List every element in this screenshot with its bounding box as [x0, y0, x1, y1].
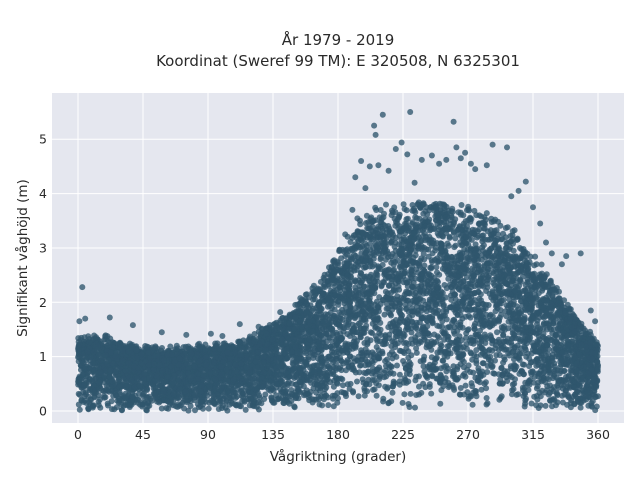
data-point — [424, 308, 430, 314]
data-point — [459, 202, 465, 208]
data-point — [451, 385, 457, 391]
data-point — [497, 352, 503, 358]
data-point — [362, 231, 368, 237]
data-point — [378, 332, 384, 338]
data-point — [412, 405, 418, 411]
data-point — [549, 403, 555, 409]
data-point — [428, 391, 434, 397]
data-point — [457, 392, 463, 398]
data-point — [343, 367, 349, 373]
data-point — [503, 251, 509, 257]
data-point — [391, 339, 397, 345]
data-point — [317, 402, 323, 408]
chart-title-line2: Koordinat (Sweref 99 TM): E 320508, N 63… — [156, 52, 520, 70]
data-point — [481, 360, 487, 366]
data-point — [456, 287, 462, 293]
data-point — [321, 391, 327, 397]
data-point — [357, 363, 363, 369]
data-point — [374, 336, 380, 342]
data-point — [243, 407, 249, 413]
data-point — [501, 371, 507, 377]
data-point — [256, 407, 262, 413]
data-point — [458, 361, 464, 367]
data-point — [561, 368, 567, 374]
data-point — [370, 387, 376, 393]
data-point — [546, 392, 552, 398]
data-point — [354, 215, 360, 221]
data-point — [400, 400, 406, 406]
data-point — [510, 382, 516, 388]
data-point — [119, 407, 125, 413]
data-point — [77, 407, 83, 413]
data-point — [500, 380, 506, 386]
data-point — [357, 221, 363, 227]
data-point — [331, 403, 337, 409]
data-point — [505, 224, 511, 230]
data-point — [159, 406, 165, 412]
data-point — [374, 393, 380, 399]
data-point — [383, 289, 389, 295]
data-point — [554, 331, 560, 337]
data-point — [472, 326, 478, 332]
data-point — [330, 393, 336, 399]
data-point — [509, 374, 515, 380]
data-point — [445, 380, 451, 386]
data-point — [366, 377, 372, 383]
data-point — [325, 402, 331, 408]
data-point — [500, 231, 506, 237]
data-point — [400, 358, 406, 364]
data-point — [508, 238, 514, 244]
data-point — [111, 406, 117, 412]
data-point — [450, 209, 456, 215]
data-point — [495, 236, 501, 242]
data-point — [408, 391, 414, 397]
data-point — [484, 395, 490, 401]
data-point — [466, 313, 472, 319]
data-point — [515, 391, 521, 397]
data-point — [473, 360, 479, 366]
data-point — [492, 345, 498, 351]
data-point — [461, 262, 467, 268]
data-point — [467, 369, 473, 375]
data-point — [428, 347, 434, 353]
data-point — [437, 401, 443, 407]
data-point — [559, 350, 565, 356]
data-point — [346, 359, 352, 365]
data-point — [352, 285, 358, 291]
data-point — [469, 266, 475, 272]
data-point — [522, 404, 528, 410]
data-point — [440, 383, 446, 389]
data-point — [421, 354, 427, 360]
data-point — [383, 202, 389, 208]
data-point — [509, 387, 515, 393]
data-point — [101, 395, 107, 401]
data-point — [433, 217, 439, 223]
data-point — [406, 314, 412, 320]
data-point — [375, 263, 381, 269]
data-point — [452, 235, 458, 241]
data-point — [354, 379, 360, 385]
data-point — [206, 406, 212, 412]
data-point — [540, 377, 546, 383]
data-point — [86, 400, 92, 406]
data-point — [479, 387, 485, 393]
data-point — [369, 264, 375, 270]
chart-title-line1: År 1979 - 2019 — [282, 30, 395, 49]
data-point — [368, 258, 374, 264]
data-point — [593, 394, 599, 400]
data-point — [500, 360, 506, 366]
data-point — [356, 393, 362, 399]
data-point — [418, 358, 424, 364]
data-point — [529, 401, 535, 407]
data-point — [522, 397, 528, 403]
data-point — [416, 384, 422, 390]
data-point — [499, 328, 505, 334]
